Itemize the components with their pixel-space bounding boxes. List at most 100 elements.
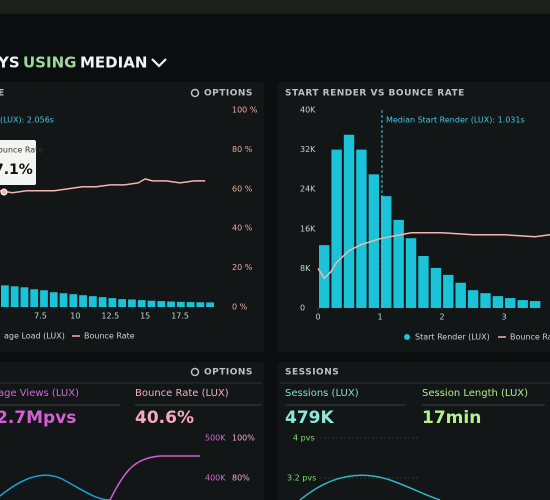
legend-label: Bounce Rate	[84, 332, 135, 341]
x-tick-label: 3	[502, 313, 507, 322]
bar	[79, 295, 87, 307]
x-tick-label: 15	[140, 312, 150, 321]
bar	[319, 245, 330, 308]
panel-title: SESSIONS	[285, 368, 339, 378]
bar	[98, 297, 107, 307]
options-button[interactable]: OPTIONS	[204, 89, 253, 99]
bar	[147, 300, 156, 307]
bar	[88, 296, 97, 307]
bar	[176, 301, 185, 307]
bar	[467, 290, 479, 308]
bar	[128, 299, 136, 307]
x-tick-label: 12.5	[101, 312, 119, 321]
bar	[49, 292, 58, 307]
panel	[277, 362, 550, 500]
gear-icon[interactable]	[190, 88, 200, 98]
bar	[157, 301, 166, 307]
x-tick-label: 17.5	[171, 312, 189, 321]
metric-label: Session Length (LUX)	[422, 388, 528, 399]
annotation: Median Start Render (LUX): 1.031s	[386, 116, 525, 125]
y-tick-label: 8K	[300, 264, 311, 273]
trend-line	[0, 474, 111, 500]
scale-label: 3.2 pvs	[287, 474, 316, 483]
y-tick-label: 24K	[300, 185, 316, 194]
scale-label: 4 pvs	[293, 434, 315, 443]
x-tick-label: 2	[440, 313, 445, 322]
bezel	[0, 0, 550, 14]
chart-title: E	[0, 89, 5, 99]
plot	[0, 178, 214, 307]
bar	[137, 300, 146, 307]
bar	[196, 302, 205, 307]
plot	[317, 134, 550, 308]
scale-label: 80%	[232, 474, 250, 483]
bar	[108, 298, 117, 307]
bar	[331, 149, 342, 308]
legend-label: age Load (LUX)	[4, 332, 65, 341]
y2-tick-label: 100 %	[232, 106, 258, 115]
x-tick-label: 10	[70, 312, 80, 321]
bar	[10, 286, 19, 307]
bar	[356, 149, 367, 308]
line	[0, 178, 206, 194]
bar	[443, 274, 454, 308]
panel	[0, 82, 264, 352]
bar	[517, 300, 528, 308]
bar	[505, 298, 516, 308]
y-tick-label: 0	[300, 304, 305, 313]
x-tick-label: 7.5	[34, 312, 47, 321]
bar	[118, 299, 127, 307]
header-title: MEDIAN	[80, 54, 147, 72]
trend-line	[109, 455, 200, 500]
header-title: YS	[0, 54, 20, 72]
bar	[405, 238, 417, 308]
legend-label: Bounce Rate	[510, 333, 550, 342]
tooltip-dot	[0, 188, 8, 196]
trend-line	[299, 474, 441, 500]
chart-title: START RENDER VS BOUNCE RATE	[285, 89, 465, 99]
bar	[418, 256, 429, 308]
annotation: (LUX): 2.056s	[0, 116, 54, 125]
header-chevron[interactable]	[151, 58, 167, 68]
tooltip-value: 7.1%	[0, 162, 33, 178]
x-tick-label: 0	[315, 313, 320, 322]
scale-label: 400K	[205, 474, 226, 483]
y-tick-label: 40K	[300, 106, 316, 115]
x-tick-label: 1	[377, 313, 382, 322]
y2-tick-label: 80 %	[232, 145, 253, 154]
y2-tick-label: 0 %	[232, 303, 248, 312]
bar	[492, 296, 504, 308]
bar	[30, 289, 39, 307]
bar	[529, 301, 541, 308]
metric-label: Sessions (LUX)	[285, 388, 359, 399]
gear-icon[interactable]	[190, 367, 200, 377]
bar	[1, 285, 9, 307]
tooltip	[0, 140, 36, 185]
scale-label: 500K	[205, 434, 226, 443]
bar	[430, 267, 442, 308]
bar	[206, 302, 214, 307]
y2-tick-label: 40 %	[232, 224, 253, 233]
y-tick-label: 16K	[300, 224, 316, 233]
bar	[20, 287, 29, 307]
metric-value: 479K	[285, 408, 334, 428]
tooltip-title: ounce Rate	[0, 146, 43, 155]
y2-tick-label: 20 %	[232, 263, 253, 272]
bar	[455, 282, 466, 308]
bar	[167, 301, 175, 307]
options-button[interactable]: OPTIONS	[204, 368, 253, 378]
bar	[40, 290, 48, 307]
bar	[69, 294, 78, 307]
bar	[343, 134, 355, 308]
legend-label: Start Render (LUX)	[415, 333, 490, 342]
line	[317, 232, 550, 280]
scale-label: 100%	[232, 434, 255, 443]
y2-tick-label: 60 %	[232, 184, 253, 193]
metric-value: 17min	[422, 408, 481, 428]
metric-label: Bounce Rate (LUX)	[135, 388, 229, 399]
bar	[393, 219, 404, 308]
bar	[480, 293, 491, 308]
metric-label: age Views (LUX)	[0, 388, 79, 399]
bar	[381, 196, 392, 308]
